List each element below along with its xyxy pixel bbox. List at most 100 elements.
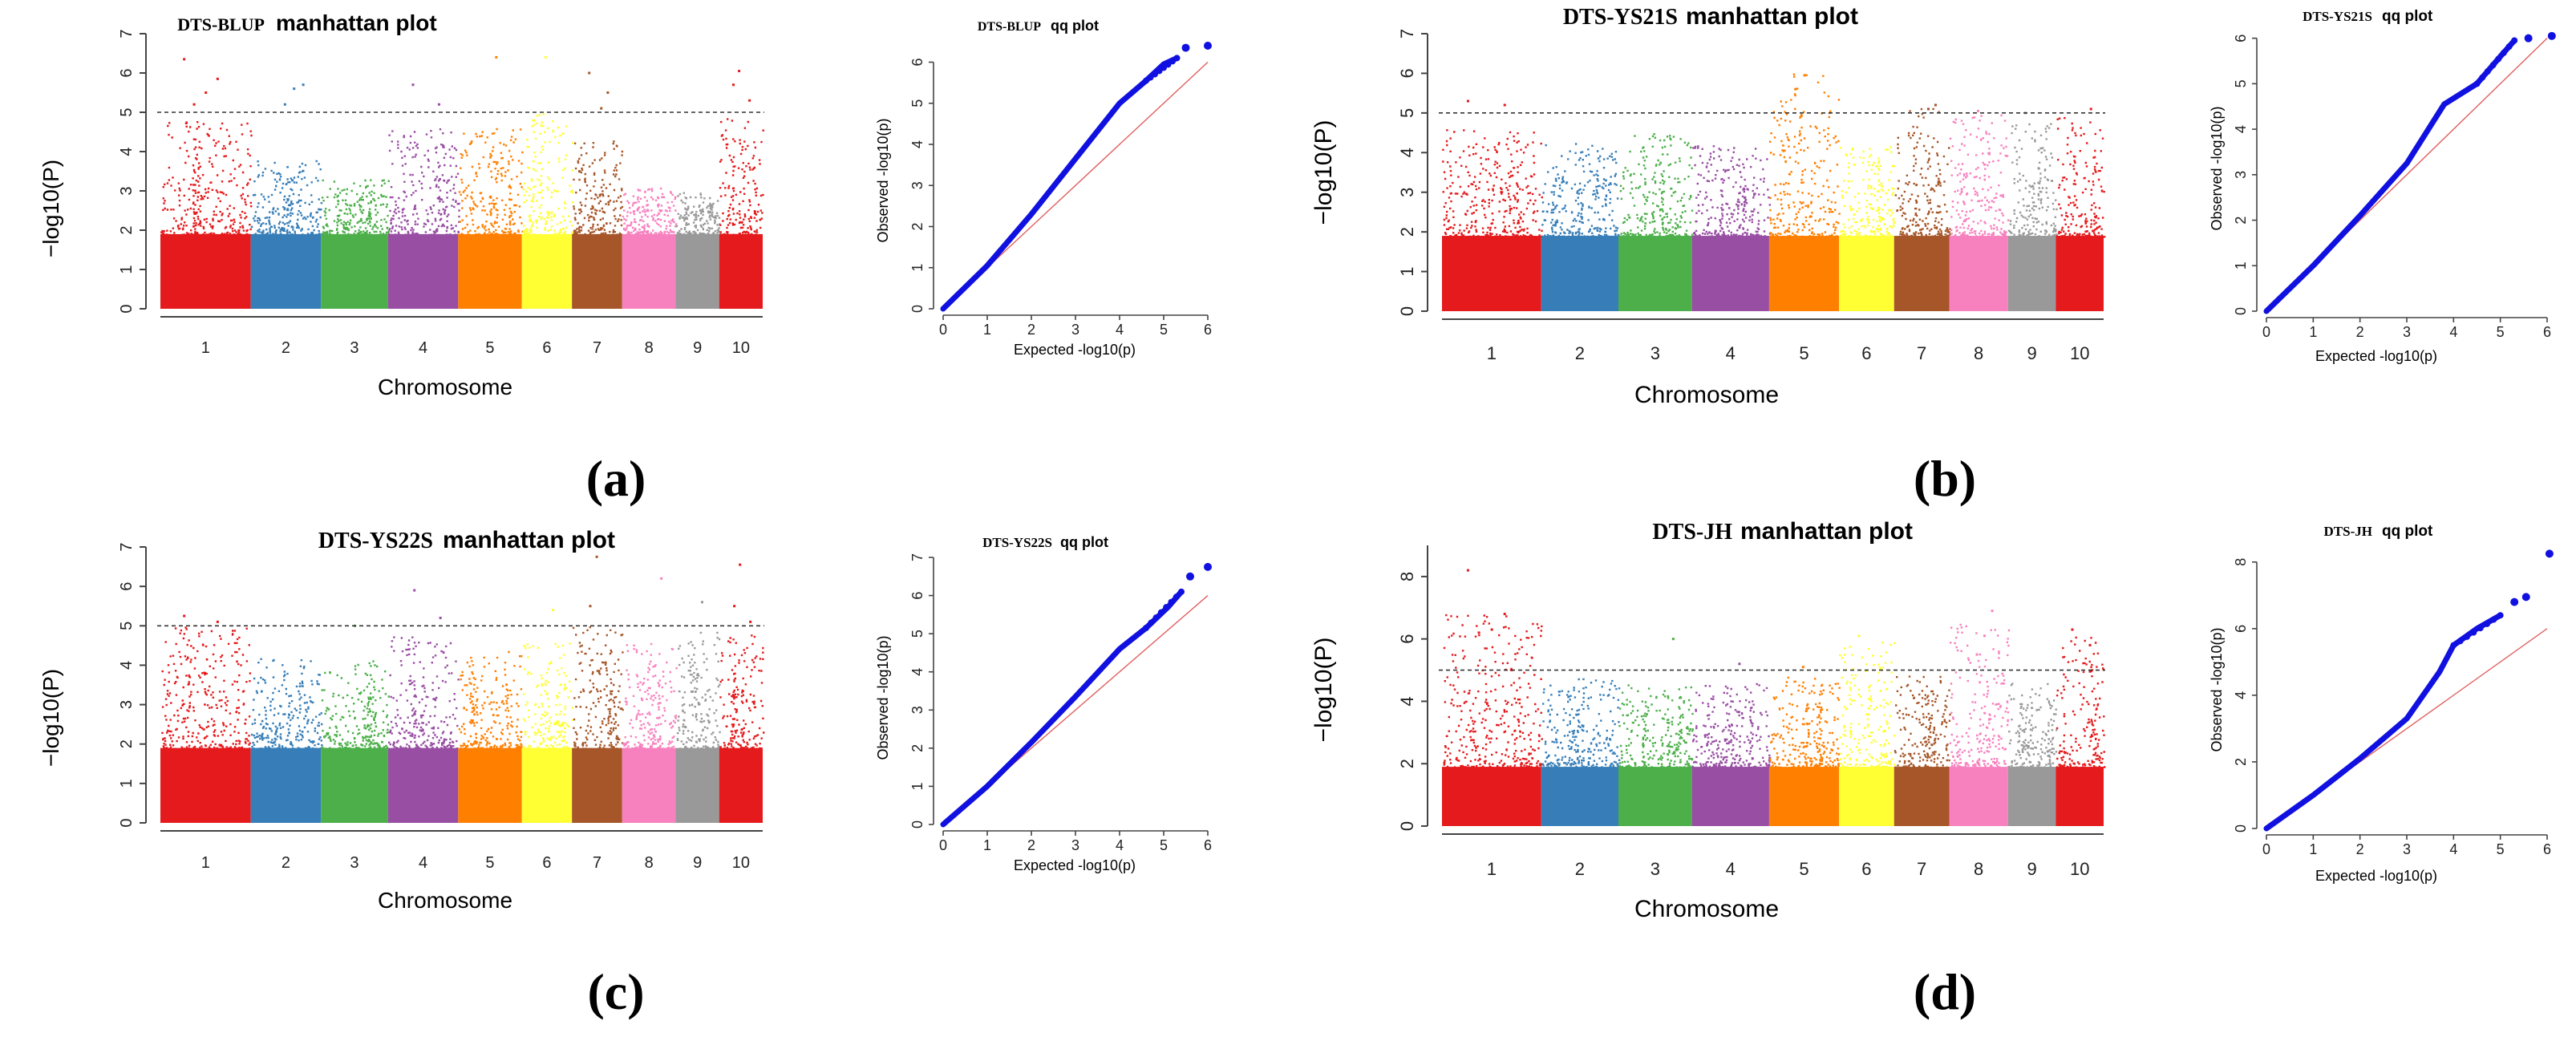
qq-x-tick-label: 2 [2356,841,2364,857]
significant-snp-point [1466,99,1469,103]
significant-snp-point [293,87,296,91]
chromosome-band-6 [521,233,573,309]
manhattan-ylabel-a: −log10(P) [38,160,63,257]
y-tick-label: 2 [118,739,136,748]
qq-x-tick-label: 6 [1204,322,1212,338]
snp-points-chr-2 [1541,143,1620,238]
significant-snp-point [1803,74,1806,77]
qq-xlabel-c: Expected -log10(p) [1014,857,1136,873]
qq-point [2497,612,2504,619]
chromosome-label-6: 6 [542,339,551,357]
qq-y-tick-label: 4 [909,668,925,676]
qq-title-trait-a: DTS-BLUP [978,20,1041,34]
significant-snp-point [439,616,442,619]
qq-point [2479,74,2486,81]
snp-points-chr-1 [1442,129,1543,238]
significant-snp-point [606,91,610,94]
chromosome-band-5 [1768,767,1839,826]
chromosome-label-4: 4 [419,339,427,357]
qq-title-suffix-b: qq plot [2382,8,2433,25]
qq-y-tick-label: 4 [909,140,925,148]
panel-label-b: (b) [1914,450,1976,507]
y-tick-label: 0 [118,818,136,827]
y-tick-label: 0 [1397,821,1417,831]
qq-x-tick-label: 2 [1027,322,1035,338]
snp-points-chr-7 [572,626,624,750]
qq-point [1157,609,1164,616]
qq-observed-curve [940,589,1185,828]
qq-point [2505,43,2513,51]
significant-snp-point [1983,634,1987,638]
significant-snp-point [1927,107,1930,111]
qq-point [2490,616,2497,623]
significant-snp-point [1857,634,1861,638]
chromosome-label-8: 8 [1974,343,1983,363]
snp-points-chr-6 [1839,146,1896,238]
chromosome-label-9: 9 [2027,343,2037,363]
qq-xlabel-b: Expected -log10(p) [2315,348,2437,364]
qq-y-tick-label: 6 [2233,625,2249,633]
chromosome-band-4 [1691,236,1769,311]
chromosome-band-4 [387,233,459,309]
chromosome-band-2 [1541,236,1618,311]
qq-x-tick-label: 2 [1027,837,1035,853]
qq-title-suffix-d: qq plot [2382,523,2433,540]
significant-snp-point [1991,610,1994,613]
y-tick-label: 0 [118,304,136,313]
manhattan-xlabel-c: Chromosome [378,888,512,913]
qq-y-tick-label: 4 [2233,691,2249,699]
manhattan-plot-area-a: 0 1 2 3 4 5 6 7 1 2 3 4 5 6 7 8 9 10 [118,29,764,357]
qq-point [2450,642,2457,649]
qq-point [1173,593,1180,601]
y-tick-label: 7 [118,29,136,38]
qq-panel-a: DTS-BLUP qq plot Observed -log10(p) Expe… [875,18,1212,358]
qq-point [1143,625,1149,632]
chromosome-label-3: 3 [350,854,358,872]
y-tick-label: 1 [1397,266,1417,276]
qq-outlier-point [2510,597,2519,606]
chromosome-band-3 [1618,767,1692,826]
y-tick-label: 5 [118,107,136,116]
significant-snp-point [1503,613,1506,616]
y-tick-label: 8 [1397,572,1417,581]
qq-point [1169,58,1176,65]
chromosome-band-1 [160,747,251,823]
qq-x-tick-label: 4 [2449,324,2457,340]
chromosome-band-5 [458,233,522,309]
significant-snp-point [183,614,186,618]
qq-observed-curve [940,55,1180,312]
qq-outlier-point [2521,593,2530,602]
qq-point [2470,629,2477,636]
significant-snp-point [660,577,663,580]
chromosome-label-4: 4 [1726,859,1736,879]
qq-x-tick-label: 3 [2403,841,2411,857]
significant-snp-point [588,71,591,75]
chromosome-label-7: 7 [1917,343,1926,363]
y-tick-label: 2 [1397,227,1417,237]
y-tick-label: 6 [1397,68,1417,78]
chromosome-band-1 [1442,767,1541,826]
chromosome-band-10 [2056,767,2104,826]
qq-y-tick-label: 1 [909,782,925,790]
manhattan-title-trait-d: DTS-JH [1652,520,1732,545]
qq-x-tick-label: 1 [983,837,991,853]
qq-x-tick-label: 5 [1160,322,1168,338]
chromosome-band-5 [1768,236,1839,311]
qq-y-tick-label: 6 [2233,34,2249,43]
y-tick-label: 4 [118,661,136,670]
qq-point [2489,62,2497,69]
qq-y-tick-label: 3 [909,181,925,189]
chromosome-label-1: 1 [201,854,210,872]
qq-outlier-point [2524,34,2533,43]
chromosome-label-9: 9 [693,854,702,872]
qq-y-tick-label: 4 [2233,125,2249,133]
chromosome-band-7 [572,747,622,823]
qq-y-tick-label: 0 [909,305,925,313]
manhattan-panel-c: DTS-YS22S manhattan plot −log10(P) Chrom… [38,527,765,1020]
significant-snp-point [2089,107,2092,111]
chromosome-label-1: 1 [1487,343,1497,363]
qq-x-tick-label: 1 [2309,841,2317,857]
snp-points-chr-8 [622,642,678,750]
qq-panel-c: DTS-YS22S qq plot Observed -log10(p) Exp… [875,534,1212,873]
